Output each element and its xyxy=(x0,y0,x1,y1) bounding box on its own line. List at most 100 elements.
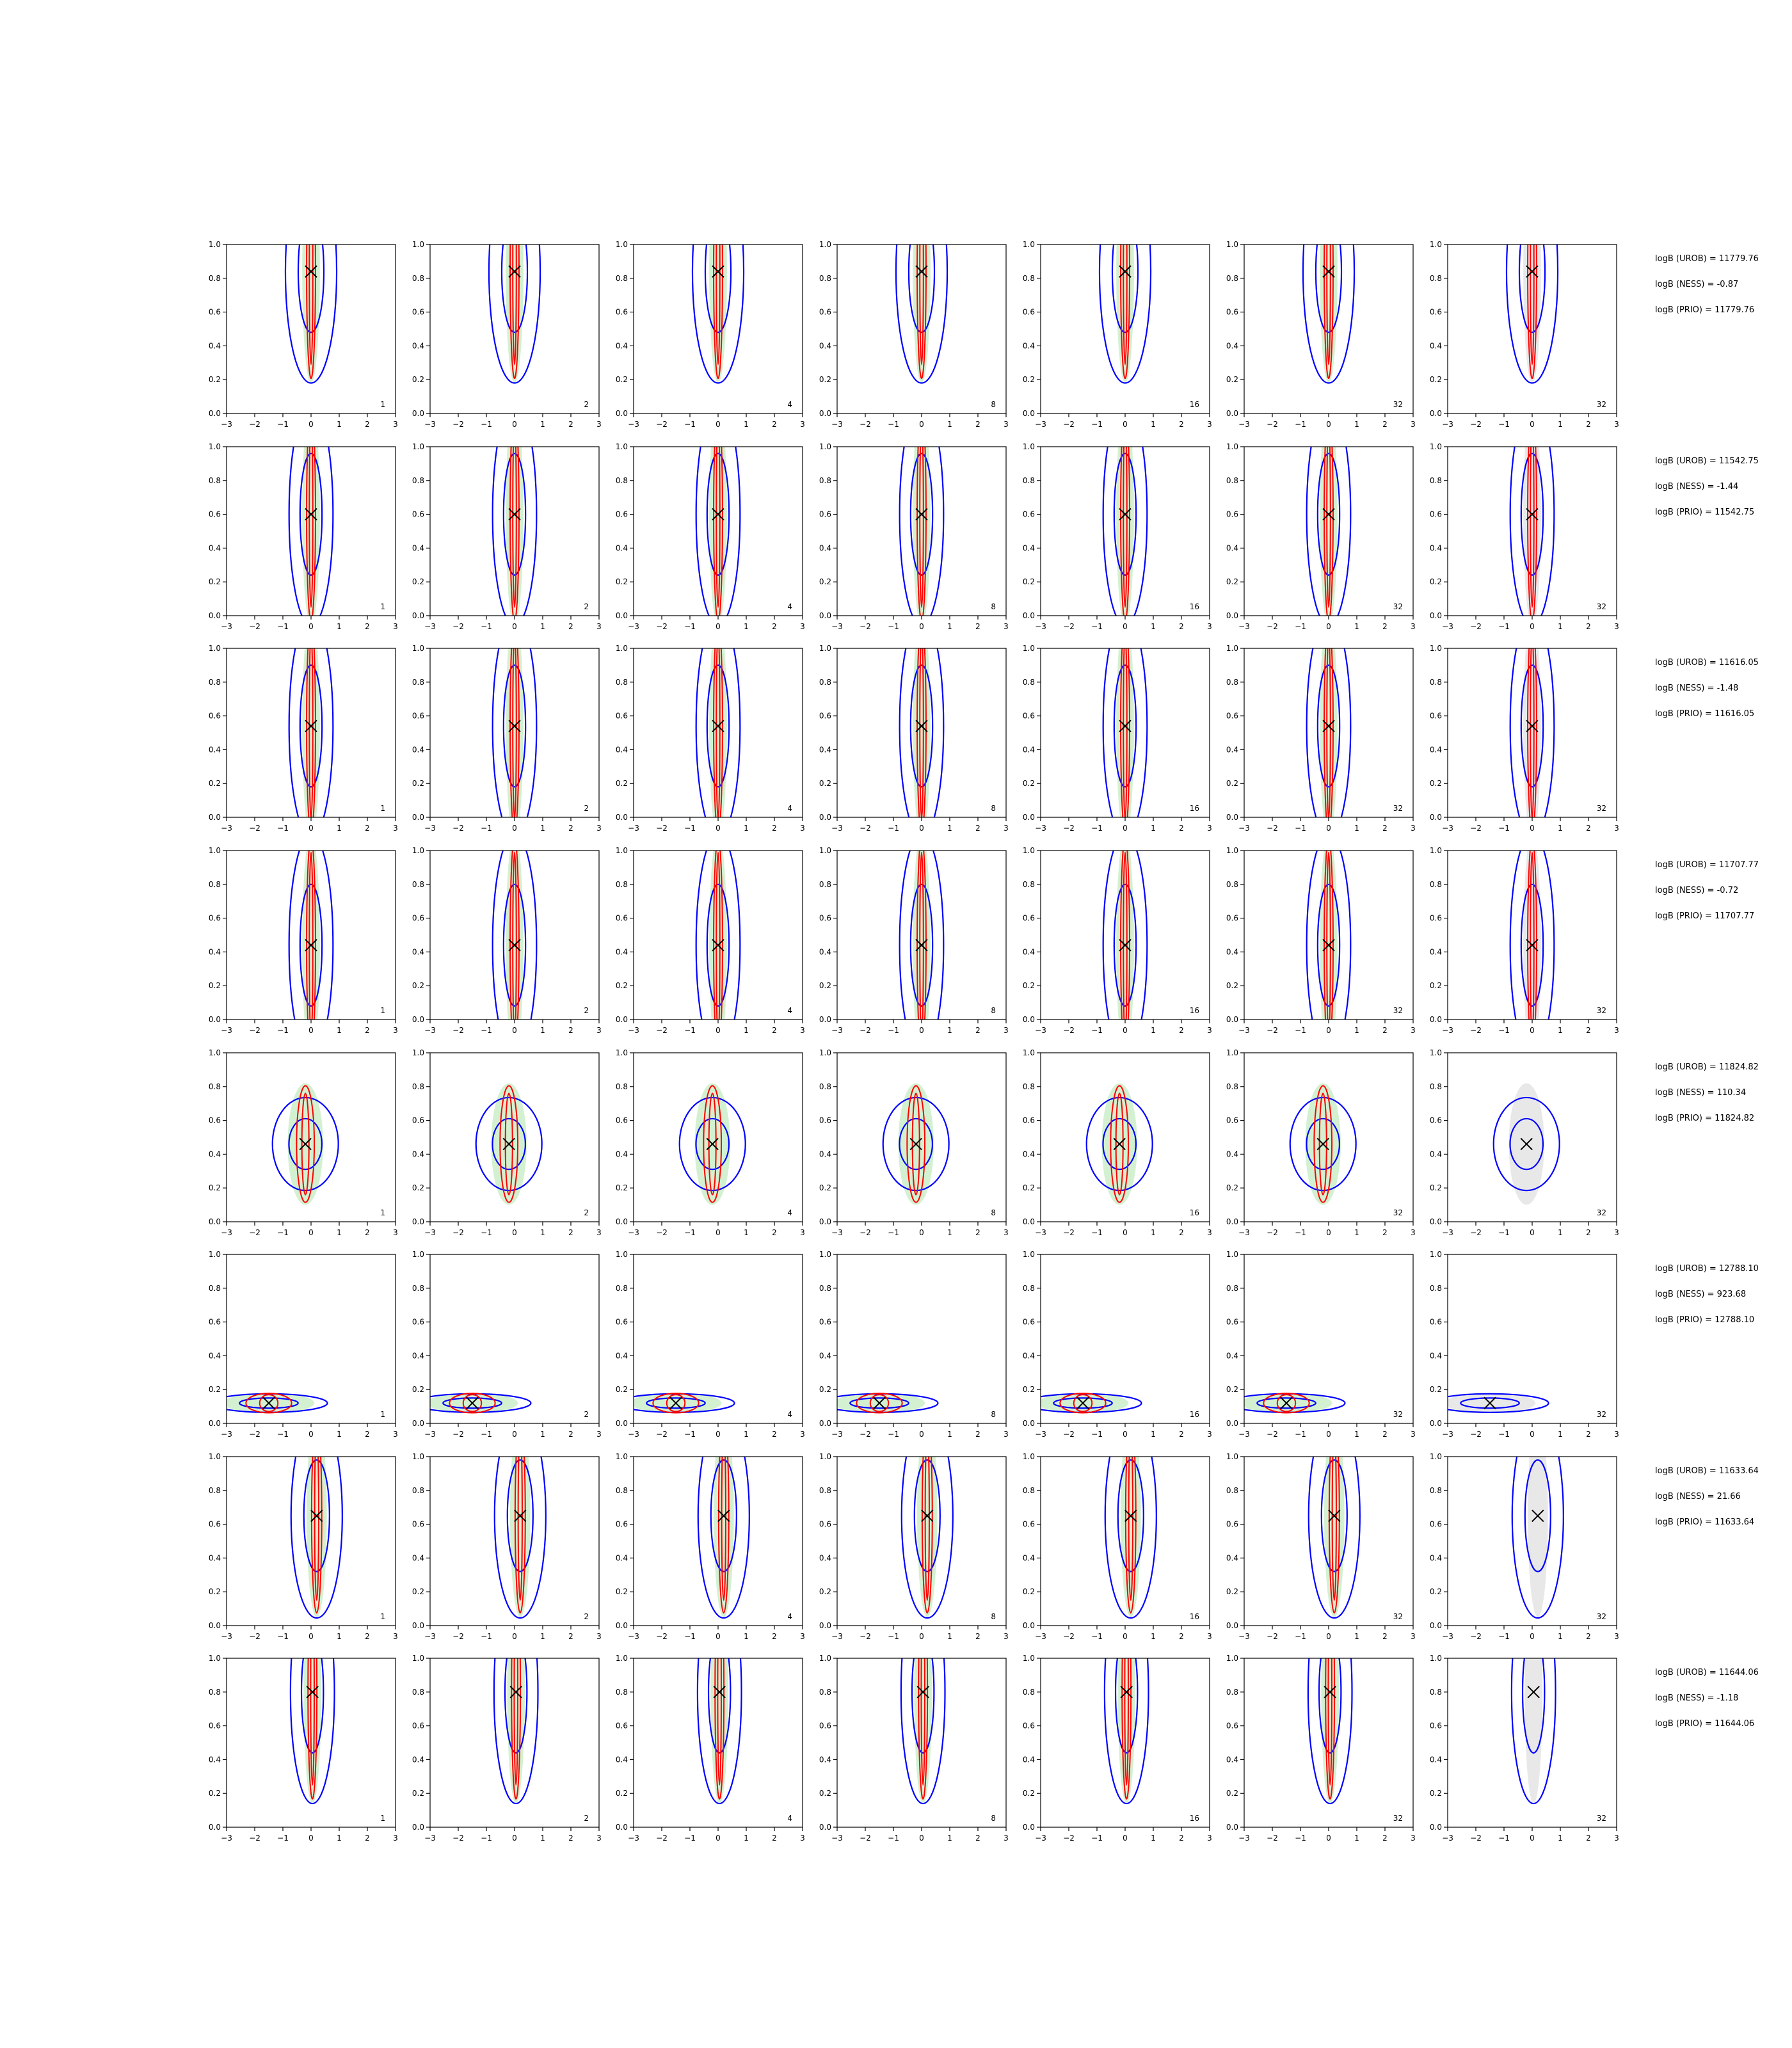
reference-marker xyxy=(1124,1509,1137,1523)
x-tick-label: −3 xyxy=(221,1026,232,1035)
blue-contour-inner xyxy=(1113,452,1137,576)
x-tick-label: −2 xyxy=(860,622,871,631)
y-tick-label: 0.6 xyxy=(412,712,424,721)
plot-area xyxy=(882,1083,950,1205)
y-tick-label: 0.4 xyxy=(412,947,424,956)
x-tick-label: −1 xyxy=(481,1834,492,1843)
row-stat: logB (PRIO) = 11779.76 xyxy=(1655,305,1754,315)
reference-marker xyxy=(1526,265,1539,278)
panel-label: 1 xyxy=(380,1208,385,1217)
y-tick-label: 0.6 xyxy=(209,510,221,519)
x-tick-label: 2 xyxy=(975,622,980,631)
y-tick-label: 0.4 xyxy=(1226,341,1238,350)
x-tick-label: 0 xyxy=(919,420,924,429)
y-tick-label: 0.0 xyxy=(1430,813,1442,822)
blue-contour-outer xyxy=(899,851,945,1020)
x-tick-label: 3 xyxy=(393,622,398,631)
x-tick-label: 0 xyxy=(1123,1632,1128,1641)
y-tick-label: 0.0 xyxy=(819,1015,831,1024)
y-tick-label: 0.8 xyxy=(209,678,221,687)
x-tick-label: 3 xyxy=(1004,1228,1009,1237)
panel-r3-c1: −3 −2 −1 0 1 2 3 0.0 0.2 0.4 0.6 0.8 1.0 1 xyxy=(209,644,398,833)
red-contour-inner xyxy=(517,1457,523,1601)
y-tick-label: 0.6 xyxy=(1023,1116,1035,1125)
reference-marker xyxy=(712,719,724,733)
y-tick-label: 1.0 xyxy=(1430,1250,1442,1259)
x-tick-label: −2 xyxy=(1267,622,1278,631)
x-tick-label: 2 xyxy=(975,1834,980,1843)
panel-label: 32 xyxy=(1393,400,1403,409)
x-tick-label: 1 xyxy=(1558,420,1563,429)
blue-contour-inner xyxy=(849,1397,909,1409)
y-tick-label: 0.0 xyxy=(819,813,831,822)
reference-marker xyxy=(873,1396,886,1410)
x-tick-label: 2 xyxy=(975,824,980,833)
plot-area xyxy=(290,1457,343,1619)
x-tick-label: 3 xyxy=(1207,1228,1212,1237)
panel-label: 2 xyxy=(584,1006,589,1015)
plot-area xyxy=(1308,1457,1361,1619)
x-tick-label: −2 xyxy=(452,1430,464,1439)
panel-label: 32 xyxy=(1597,1612,1606,1621)
x-tick-label: 2 xyxy=(1179,420,1184,429)
blue-contour-outer xyxy=(696,1658,742,1805)
blue-contour-inner xyxy=(1316,452,1341,576)
blue-contour-outer xyxy=(900,1658,946,1805)
x-tick-label: −3 xyxy=(628,1430,639,1439)
plot-area xyxy=(900,1457,954,1619)
y-tick-label: 0.2 xyxy=(1023,375,1035,384)
blue-contour-outer xyxy=(1098,244,1152,384)
x-tick-label: 1 xyxy=(744,622,749,631)
blue-contour-inner xyxy=(1053,1397,1113,1409)
reference-marker xyxy=(1526,719,1539,733)
y-tick-label: 0.8 xyxy=(819,476,831,485)
x-tick-label: −3 xyxy=(1035,420,1046,429)
reference-marker xyxy=(1119,939,1132,952)
y-tick-label: 0.2 xyxy=(1023,1385,1035,1394)
y-tick-label: 0.8 xyxy=(1023,1688,1035,1697)
y-tick-label: 0.0 xyxy=(616,813,628,822)
plot-area xyxy=(1448,1393,1549,1414)
x-tick-label: 0 xyxy=(716,1228,721,1237)
x-tick-label: 3 xyxy=(1207,1430,1212,1439)
y-tick-label: 0.8 xyxy=(616,880,628,889)
x-tick-label: −3 xyxy=(424,824,436,833)
panel-r3-c2: −3 −2 −1 0 1 2 3 0.0 0.2 0.4 0.6 0.8 1.0 2 xyxy=(412,644,602,833)
y-tick-label: 0.4 xyxy=(209,1351,221,1360)
x-tick-label: 2 xyxy=(568,420,573,429)
blue-contour-inner xyxy=(300,1658,324,1754)
blue-contour-outer xyxy=(1505,244,1559,384)
x-tick-label: −1 xyxy=(1295,1632,1306,1641)
red-contour-inner xyxy=(716,244,721,365)
y-tick-label: 0.6 xyxy=(1023,1722,1035,1731)
red-contour-outer xyxy=(1313,1085,1333,1203)
reference-marker xyxy=(508,265,521,278)
red-contour-inner xyxy=(1123,648,1128,817)
x-tick-label: 2 xyxy=(772,1834,777,1843)
y-tick-label: 1.0 xyxy=(1023,240,1035,249)
x-tick-label: 0 xyxy=(1326,1228,1331,1237)
y-tick-label: 1.0 xyxy=(819,240,831,249)
x-tick-label: 1 xyxy=(744,824,749,833)
y-tick-label: 0.0 xyxy=(819,611,831,620)
x-tick-label: −3 xyxy=(1035,1834,1046,1843)
y-tick-label: 0.0 xyxy=(1023,1217,1035,1226)
red-contour-inner xyxy=(911,1092,920,1196)
red-contour-outer xyxy=(916,244,927,380)
y-tick-label: 1.0 xyxy=(1430,240,1442,249)
panel-r7-c2: −3 −2 −1 0 1 2 3 0.0 0.2 0.4 0.6 0.8 1.0 2 xyxy=(412,1452,602,1641)
panel-label: 16 xyxy=(1190,1814,1199,1823)
red-contour-inner xyxy=(513,1658,518,1786)
panel-r8-c7: −3 −2 −1 0 1 2 3 0.0 0.2 0.4 0.6 0.8 1.0 32 xyxy=(1430,1654,1619,1843)
red-contour-outer xyxy=(713,851,723,1020)
y-tick-label: 0.8 xyxy=(1226,476,1238,485)
y-tick-label: 0.0 xyxy=(819,409,831,418)
panel-r6-c2: −3 −2 −1 0 1 2 3 0.0 0.2 0.4 0.6 0.8 1.0 2 xyxy=(412,1250,602,1439)
blue-contour-outer xyxy=(695,447,741,616)
reference-marker xyxy=(921,1509,934,1523)
blue-contour-inner xyxy=(1520,883,1544,1007)
x-tick-label: −2 xyxy=(860,1632,871,1641)
blue-contour-outer xyxy=(1085,1096,1153,1192)
blue-contour-outer xyxy=(899,648,945,817)
x-tick-label: 0 xyxy=(512,1430,517,1439)
